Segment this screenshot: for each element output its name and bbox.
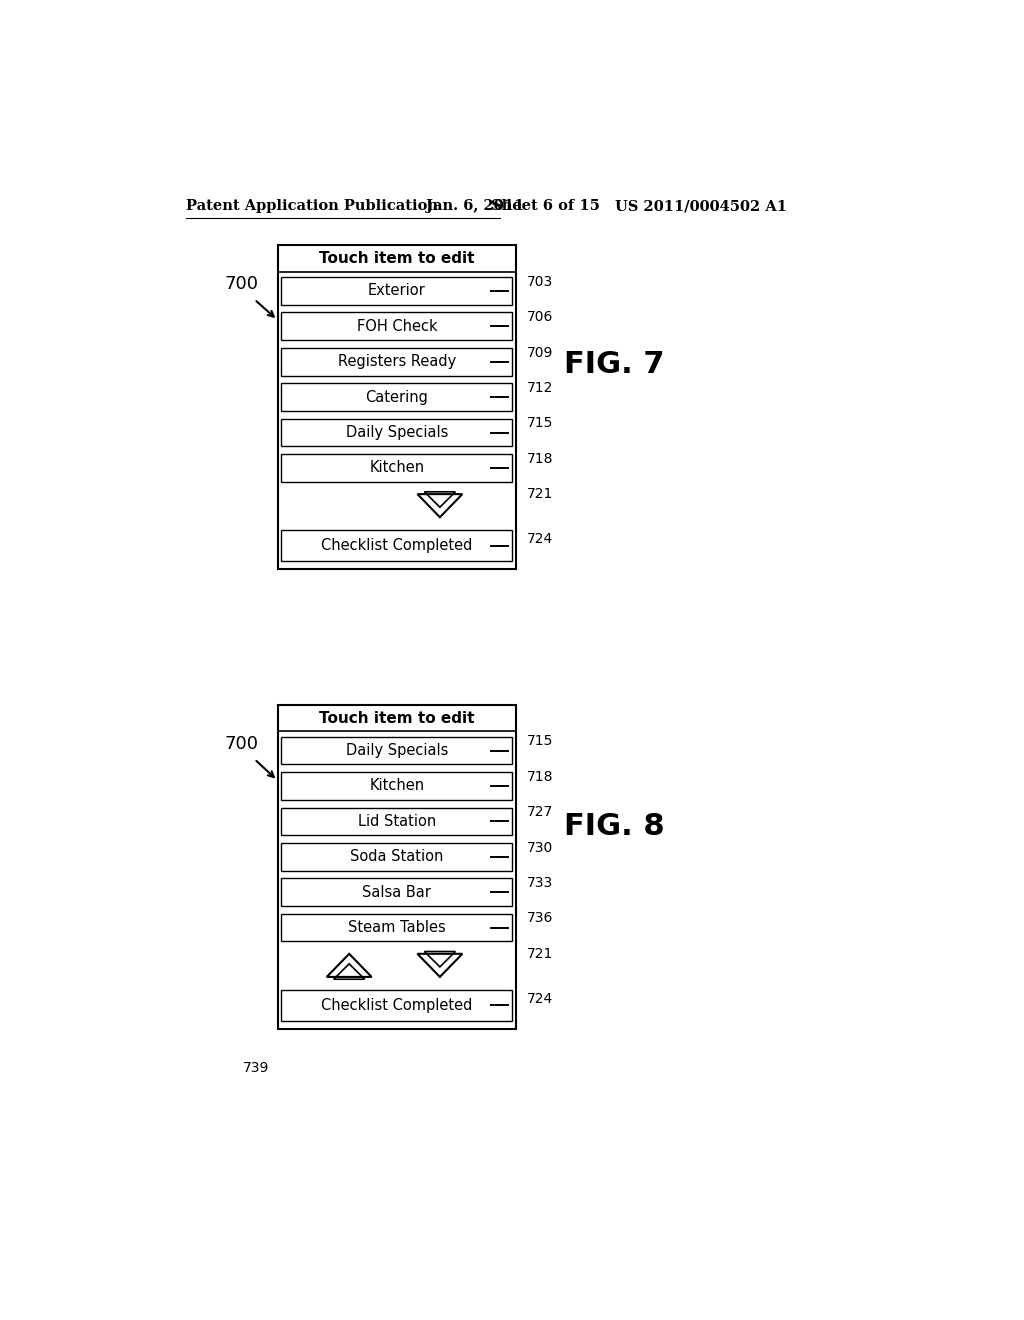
Bar	[282, 418, 512, 446]
Text: 715: 715	[527, 416, 554, 430]
Text: FOH Check: FOH Check	[356, 318, 437, 334]
Text: 718: 718	[527, 770, 554, 784]
Text: 736: 736	[527, 911, 554, 925]
Text: 700: 700	[225, 275, 259, 293]
Bar	[282, 878, 512, 906]
Bar	[282, 913, 512, 941]
Text: 709: 709	[527, 346, 554, 359]
Bar	[282, 277, 512, 305]
Text: 724: 724	[527, 991, 553, 1006]
Text: Exterior: Exterior	[368, 284, 426, 298]
Text: Soda Station: Soda Station	[350, 849, 443, 865]
Text: Daily Specials: Daily Specials	[346, 743, 449, 758]
Bar	[282, 531, 512, 561]
Text: Kitchen: Kitchen	[370, 461, 425, 475]
Text: FIG. 8: FIG. 8	[564, 812, 665, 841]
Text: Checklist Completed: Checklist Completed	[322, 998, 473, 1012]
Text: FIG. 7: FIG. 7	[564, 350, 665, 379]
Text: Registers Ready: Registers Ready	[338, 354, 456, 370]
Text: 724: 724	[527, 532, 553, 546]
Text: 715: 715	[527, 734, 554, 748]
Text: Sheet 6 of 15: Sheet 6 of 15	[490, 199, 600, 213]
Text: Daily Specials: Daily Specials	[346, 425, 449, 440]
Text: Lid Station: Lid Station	[357, 814, 436, 829]
Bar	[282, 990, 512, 1020]
Text: 721: 721	[527, 487, 554, 502]
Text: Jan. 6, 2011: Jan. 6, 2011	[426, 199, 524, 213]
Text: 727: 727	[527, 805, 553, 820]
Bar	[282, 348, 512, 376]
Bar	[282, 737, 512, 764]
Text: 703: 703	[527, 275, 553, 289]
Text: Catering: Catering	[366, 389, 428, 405]
Text: 721: 721	[527, 946, 554, 961]
Text: 739: 739	[243, 1061, 269, 1074]
Text: 706: 706	[527, 310, 554, 325]
Text: Touch item to edit: Touch item to edit	[319, 251, 475, 267]
Text: 733: 733	[527, 876, 553, 890]
Text: Checklist Completed: Checklist Completed	[322, 539, 473, 553]
Text: US 2011/0004502 A1: US 2011/0004502 A1	[614, 199, 786, 213]
Text: 712: 712	[527, 381, 554, 395]
Bar	[282, 808, 512, 836]
Text: 700: 700	[225, 735, 259, 752]
Text: Kitchen: Kitchen	[370, 779, 425, 793]
Text: 730: 730	[527, 841, 553, 854]
Text: Salsa Bar: Salsa Bar	[362, 884, 431, 900]
Bar	[282, 383, 512, 411]
Text: 718: 718	[527, 451, 554, 466]
Text: Touch item to edit: Touch item to edit	[319, 710, 475, 726]
Bar	[282, 454, 512, 482]
Bar	[282, 772, 512, 800]
Bar	[282, 313, 512, 341]
Text: Patent Application Publication: Patent Application Publication	[186, 199, 438, 213]
Bar	[278, 246, 516, 569]
Text: Steam Tables: Steam Tables	[348, 920, 445, 935]
Bar	[282, 843, 512, 871]
Bar	[278, 705, 516, 1028]
